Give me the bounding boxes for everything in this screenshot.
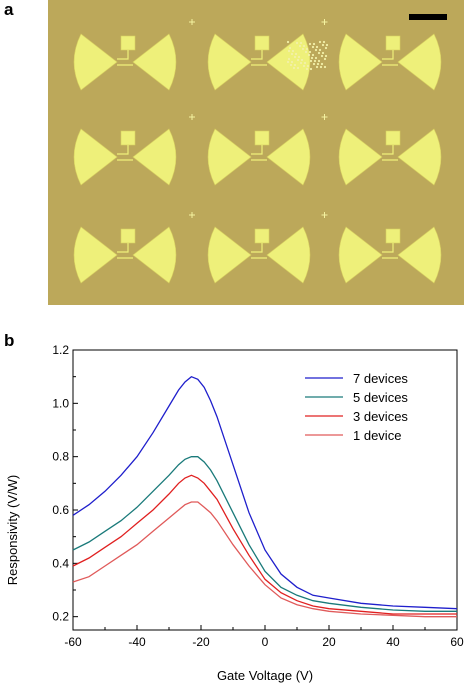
series-line [72,375,458,610]
x-tick-label: 20 [322,635,336,649]
device-micrograph [48,0,464,305]
bowtie-device [338,128,442,186]
x-tick-label: 60 [450,635,464,649]
panel-label-b: b [4,331,15,350]
x-tick-label: -60 [64,635,82,649]
panel-label-a: a [4,0,14,19]
bowtie-device [73,114,195,186]
y-tick-label: 0.2 [52,610,69,624]
y-tick-label: 1.0 [52,396,69,410]
bowtie-device [207,114,328,186]
series-line [72,501,457,618]
debris-cluster [286,40,329,71]
bowtie-device [207,212,328,284]
responsivity-chart: -60 -40 -20 0 20 40 60 0.2 0.4 0.6 0.8 1.0 1.2 7 dev… [5,343,464,683]
legend-label: 3 devices [353,409,408,424]
legend-label: 1 device [353,428,401,443]
y-axis-label: Responsivity (V/W) [5,475,20,586]
legend-label: 5 devices [353,390,408,405]
bowtie-device [73,212,195,284]
scale-bar [409,14,447,20]
x-axis-label: Gate Voltage (V) [217,668,313,683]
y-tick-label: 0.4 [52,556,69,570]
device-array [73,19,442,284]
x-tick-label: -40 [128,635,146,649]
y-tick-label: 0.8 [52,450,69,464]
micrograph-background [48,0,464,305]
x-tick-label: -20 [192,635,210,649]
y-tick-label: 1.2 [52,343,69,357]
legend-label: 7 devices [353,371,408,386]
series-line [72,474,457,615]
x-tick-label: 0 [262,635,269,649]
bowtie-device [73,19,195,91]
series-line [72,456,457,612]
bowtie-device [338,33,442,91]
y-tick-label: 0.6 [52,503,69,517]
bowtie-device [338,226,442,284]
x-tick-label: 40 [386,635,400,649]
